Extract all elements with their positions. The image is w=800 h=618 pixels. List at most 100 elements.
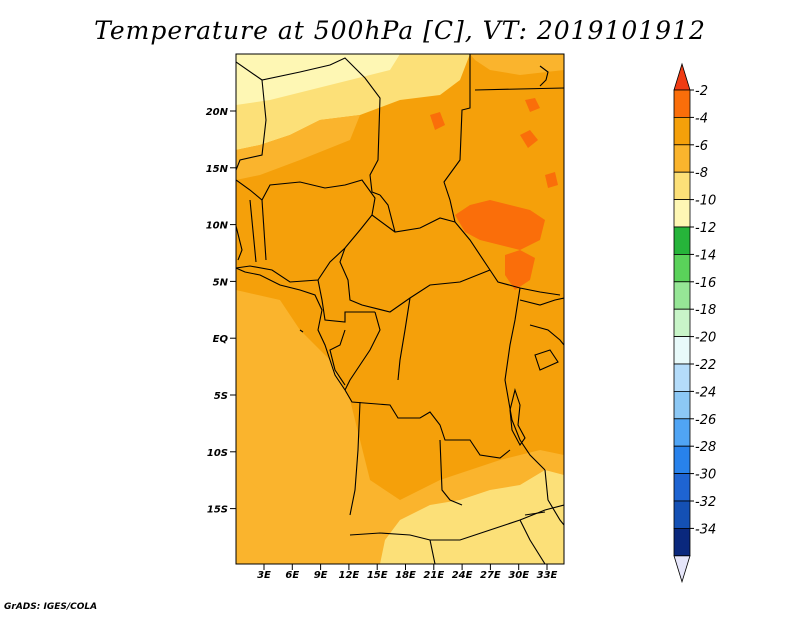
lon-label: 24E	[452, 570, 473, 581]
colorbar-label: -28	[695, 440, 716, 455]
colorbar-swatch	[673, 500, 691, 529]
map-frame	[235, 53, 565, 565]
lon-label: 12E	[339, 570, 360, 581]
field-deep-orange-patch-6	[525, 98, 540, 112]
colorbar-top-arrow	[673, 62, 691, 91]
border-gabon	[329, 329, 346, 386]
coastline-gulf-of-guinea	[236, 267, 346, 391]
colorbar-swatch	[673, 144, 691, 173]
lon-label: 9E	[314, 570, 328, 581]
colorbar-swatch	[673, 117, 691, 146]
border-chad-west	[379, 194, 396, 233]
border-benin	[261, 199, 267, 261]
colorbar-swatch	[673, 253, 691, 283]
field-yellow-orange-sw	[236, 470, 270, 555]
border-cameroon-car	[339, 247, 491, 313]
grads-credit: GrADS: IGES/COLA	[4, 602, 98, 612]
border-nigeria	[236, 179, 376, 283]
colorbar-swatch	[673, 390, 691, 420]
colorbar-label: -34	[695, 522, 716, 537]
lon-label: 27E	[480, 570, 501, 581]
lon-label: 3E	[257, 570, 271, 581]
coast-red-sea	[539, 65, 549, 87]
colorbar-label: -16	[695, 276, 716, 291]
lon-label: 21E	[423, 570, 444, 581]
island-bioko	[299, 329, 304, 333]
border-angola-zambia	[439, 439, 463, 506]
field-yellow-orange-ne	[470, 54, 564, 75]
field-light-yellow-south	[380, 470, 564, 564]
border-ghana	[236, 225, 243, 261]
lat-label: 5S	[214, 391, 228, 402]
temperature-field	[236, 54, 564, 564]
colorbar-bottom-arrow	[673, 555, 691, 584]
colorbar-label: -4	[695, 111, 708, 126]
colorbar-label: -12	[695, 221, 716, 236]
border-angola-drc	[344, 389, 511, 459]
colorbar-label: -6	[695, 139, 708, 154]
border-north-2	[236, 79, 267, 171]
colorbar-swatch	[673, 336, 691, 365]
field-deep-orange-patch-4	[520, 130, 538, 148]
field-yellow-orange-nw	[236, 115, 360, 180]
lake-victoria	[534, 349, 559, 371]
colorbar-label: -32	[695, 495, 716, 510]
border-cameroon-gabon	[317, 279, 375, 323]
border-congo	[344, 311, 381, 391]
colorbar-label: -20	[695, 331, 716, 346]
colorbar-swatch	[673, 89, 691, 118]
colorbar-swatch	[673, 308, 691, 338]
colorbar: -2 -4 -6 -8 -10 -12 -14 -16 -18 -20 -22 -24 -26 -28 -3…	[673, 62, 716, 584]
lon-label: 6E	[285, 570, 299, 581]
colorbar-label: -8	[695, 166, 708, 181]
colorbar-swatch	[673, 281, 691, 310]
colorbar-swatch	[673, 418, 691, 447]
map-title: Temperature at 500hPa [C], VT: 201910191…	[94, 16, 706, 45]
colorbar-swatch	[673, 528, 691, 557]
border-great-lakes	[504, 287, 546, 471]
lake-tanganyika	[509, 388, 526, 447]
border-uganda-kenya	[519, 297, 564, 306]
lat-label: 15S	[207, 505, 228, 516]
lon-label: 33E	[537, 570, 558, 581]
field-deep-orange-patch-1	[455, 200, 545, 250]
colorbar-label: -24	[695, 385, 716, 400]
field-pale-yellow-north	[236, 54, 400, 105]
lon-label: 15E	[367, 570, 388, 581]
border-egypt-sudan	[474, 87, 564, 91]
border-malawi	[544, 469, 564, 526]
border-kenya	[529, 324, 564, 346]
lat-label: 10N	[206, 221, 229, 232]
boundaries	[236, 54, 564, 564]
colorbar-label: -10	[695, 194, 716, 209]
colorbar-swatch	[673, 226, 691, 255]
border-drc-west	[397, 297, 411, 381]
latitude-axis: 20N 15N 10N 5N EQ 5S 10S 15S	[206, 107, 236, 516]
lat-label: 5N	[213, 277, 229, 288]
colorbar-swatch	[673, 199, 691, 228]
border-north-1	[236, 57, 381, 196]
border-botswana	[429, 539, 436, 564]
lat-label: 15N	[206, 164, 229, 175]
lake-kariba	[524, 511, 546, 516]
lat-label: EQ	[213, 334, 229, 345]
lon-label: 18E	[395, 570, 416, 581]
colorbar-swatch	[673, 363, 691, 392]
colorbar-swatch	[673, 171, 691, 200]
colorbar-label: -18	[695, 303, 716, 318]
field-deep-orange-patch-5	[545, 172, 558, 188]
border-togo	[249, 199, 257, 263]
colorbar-label: -2	[695, 84, 708, 99]
colorbar-swatch	[673, 445, 691, 475]
longitude-axis: 3E 6E 9E 12E 15E 18E 21E 24E 27E 30E 33E	[257, 564, 558, 581]
colorbar-label: -14	[695, 248, 716, 263]
border-chad-car	[371, 214, 456, 233]
coast-angola	[349, 401, 361, 516]
field-deep-orange-patch-2	[505, 250, 535, 290]
colorbar-label: -26	[695, 413, 716, 428]
colorbar-swatch	[673, 473, 691, 502]
border-zimbabwe	[519, 519, 546, 564]
colorbar-label: -30	[695, 468, 716, 483]
lat-label: 20N	[206, 107, 229, 118]
